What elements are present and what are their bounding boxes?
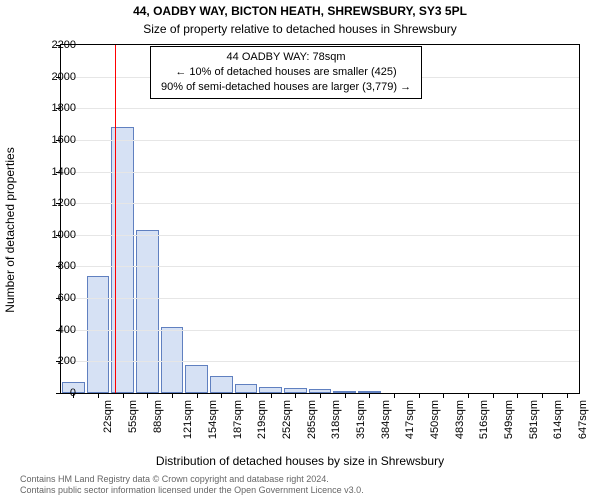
y-tick-label: 2200 — [36, 39, 76, 51]
y-tick-label: 1800 — [36, 102, 76, 114]
x-tick-label: 318sqm — [330, 400, 342, 439]
x-tick-mark — [517, 393, 518, 398]
x-tick-mark — [369, 393, 370, 398]
y-tick-label: 1400 — [36, 166, 76, 178]
grid-line — [61, 235, 579, 236]
y-axis-label: Number of detached properties — [3, 147, 17, 312]
y-tick-label: 0 — [36, 387, 76, 399]
y-tick-label: 200 — [36, 355, 76, 367]
histogram-bar — [136, 230, 159, 393]
x-tick-label: 614sqm — [552, 400, 564, 439]
x-tick-mark — [567, 393, 568, 398]
y-tick-label: 1200 — [36, 197, 76, 209]
grid-line — [61, 330, 579, 331]
x-tick-label: 187sqm — [232, 400, 244, 439]
attribution-text: Contains HM Land Registry data © Crown c… — [20, 474, 580, 497]
x-tick-mark — [197, 393, 198, 398]
x-tick-label: 581sqm — [528, 400, 540, 439]
x-tick-mark — [468, 393, 469, 398]
y-tick-label: 1000 — [36, 229, 76, 241]
x-tick-mark — [419, 393, 420, 398]
x-tick-label: 219sqm — [256, 400, 268, 439]
attribution-line-2: Contains public sector information licen… — [20, 485, 580, 497]
x-tick-label: 483sqm — [454, 400, 466, 439]
x-tick-mark — [345, 393, 346, 398]
histogram-bar — [185, 365, 208, 393]
histogram-bar — [87, 276, 110, 393]
histogram-bar — [161, 327, 184, 393]
x-tick-label: 647sqm — [577, 400, 589, 439]
info-box: 44 OADBY WAY: 78sqm ← 10% of detached ho… — [150, 46, 422, 99]
y-tick-label: 400 — [36, 324, 76, 336]
grid-line — [61, 266, 579, 267]
x-tick-label: 252sqm — [281, 400, 293, 439]
property-marker-line — [115, 45, 116, 393]
x-tick-label: 88sqm — [152, 400, 164, 433]
chart-container: { "title": "44, OADBY WAY, BICTON HEATH,… — [0, 0, 600, 500]
x-tick-label: 516sqm — [478, 400, 490, 439]
histogram-bar — [210, 376, 233, 393]
attribution-line-1: Contains HM Land Registry data © Crown c… — [20, 474, 580, 486]
grid-line — [61, 298, 579, 299]
x-tick-mark — [443, 393, 444, 398]
y-tick-label: 2000 — [36, 71, 76, 83]
grid-line — [61, 108, 579, 109]
x-tick-label: 154sqm — [207, 400, 219, 439]
x-tick-mark — [221, 393, 222, 398]
grid-line — [61, 140, 579, 141]
x-tick-mark — [98, 393, 99, 398]
x-tick-label: 549sqm — [503, 400, 515, 439]
grid-line — [61, 361, 579, 362]
y-tick-label: 800 — [36, 260, 76, 272]
x-tick-label: 384sqm — [380, 400, 392, 439]
info-line-1: 44 OADBY WAY: 78sqm — [161, 50, 411, 65]
x-tick-mark — [295, 393, 296, 398]
x-tick-label: 417sqm — [404, 400, 416, 439]
chart-subtitle: Size of property relative to detached ho… — [0, 22, 600, 36]
x-tick-mark — [320, 393, 321, 398]
x-tick-label: 22sqm — [102, 400, 114, 433]
x-tick-label: 351sqm — [355, 400, 367, 439]
x-tick-mark — [493, 393, 494, 398]
x-tick-mark — [394, 393, 395, 398]
x-tick-mark — [542, 393, 543, 398]
x-tick-mark — [172, 393, 173, 398]
grid-line — [61, 172, 579, 173]
x-tick-label: 450sqm — [429, 400, 441, 439]
info-line-3: 90% of semi-detached houses are larger (… — [161, 80, 411, 95]
x-tick-mark — [246, 393, 247, 398]
histogram-bar — [235, 384, 258, 393]
x-tick-label: 285sqm — [306, 400, 318, 439]
info-line-2: ← 10% of detached houses are smaller (42… — [161, 65, 411, 80]
x-tick-label: 55sqm — [127, 400, 139, 433]
x-axis-label: Distribution of detached houses by size … — [0, 454, 600, 468]
x-tick-label: 121sqm — [182, 400, 194, 439]
y-tick-label: 600 — [36, 292, 76, 304]
y-tick-label: 1600 — [36, 134, 76, 146]
chart-title: 44, OADBY WAY, BICTON HEATH, SHREWSBURY,… — [0, 4, 600, 18]
x-tick-mark — [271, 393, 272, 398]
x-tick-mark — [123, 393, 124, 398]
x-tick-mark — [147, 393, 148, 398]
grid-line — [61, 203, 579, 204]
